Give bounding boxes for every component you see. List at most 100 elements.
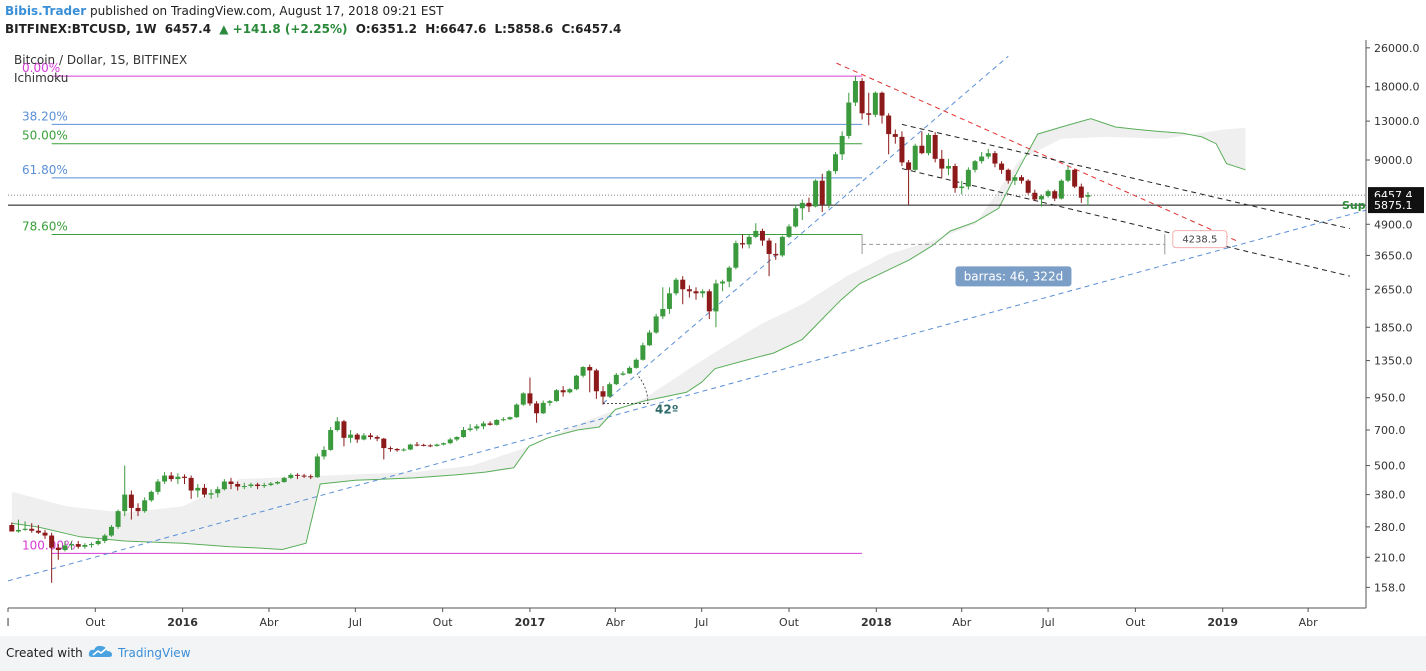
candle	[600, 386, 606, 405]
candle	[135, 503, 141, 517]
candle	[613, 373, 619, 386]
author-link[interactable]: Bibis.Trader	[5, 4, 87, 18]
time-tick-label: Abr	[952, 616, 972, 629]
candle	[394, 448, 400, 452]
time-tick-label: Out	[779, 616, 800, 629]
candle	[294, 473, 300, 480]
candle	[740, 234, 746, 249]
price-tick-label: 4900.0	[1374, 218, 1413, 231]
candle-body	[208, 493, 214, 495]
trendline-red[interactable]	[836, 62, 1237, 242]
trendline-blue[interactable]	[7, 209, 1367, 582]
candle	[108, 525, 114, 537]
candle-body	[833, 154, 839, 172]
candle-body	[108, 526, 114, 536]
price-chart[interactable]: 0.00% 38.20% 50.00% 61.80% 78.60% 100.00% 42º…	[0, 40, 1426, 636]
candle	[387, 446, 393, 452]
candle-body	[281, 477, 287, 483]
candle	[1019, 175, 1025, 184]
candle-body	[540, 402, 546, 414]
candle	[647, 330, 653, 346]
candle-body	[826, 171, 832, 205]
candle-body	[607, 384, 613, 397]
candle	[879, 91, 885, 124]
ichimoku-lead-line	[11, 118, 1246, 551]
candle	[892, 129, 898, 144]
candle-body	[42, 532, 48, 536]
candle	[779, 235, 785, 257]
low-value: L:5858.6	[494, 22, 554, 36]
price-label: 6457.4	[164, 22, 212, 36]
price-axis[interactable]: 158.0 210.0 280.0 380.0 500.0 700.0 950.0 1350.…	[1342, 40, 1426, 636]
candle-body	[115, 511, 121, 527]
fibonacci-retracement[interactable]: 0.00% 38.20% 50.00% 61.80% 78.60% 100.00%	[8, 61, 1366, 554]
candle	[35, 525, 41, 534]
fib-label: 38.20%	[22, 109, 68, 123]
price-tick-label: 26000.0	[1374, 42, 1420, 55]
indicator-label[interactable]: Ichimoku	[14, 71, 68, 85]
candle	[1005, 168, 1011, 184]
candle-body	[69, 544, 75, 546]
candle	[255, 482, 261, 490]
trendline-black[interactable]	[901, 168, 1350, 277]
candle-body	[328, 430, 334, 450]
candle-body	[374, 437, 380, 439]
candle	[573, 374, 579, 391]
candle	[666, 287, 672, 314]
candle-body	[22, 528, 28, 530]
candle	[95, 538, 101, 546]
tradingview-link[interactable]: TradingView	[118, 646, 191, 660]
candle	[965, 167, 971, 190]
candle-body	[35, 530, 41, 533]
time-axis[interactable]: l Out 2016 Abr Jul Out 2017 Abr Jul Out 2018 Abr Jul…	[6, 607, 1366, 629]
candle	[720, 279, 726, 292]
candle-body	[487, 423, 493, 425]
time-tick-label: Jul	[1040, 616, 1054, 629]
trendline-black[interactable]	[901, 123, 1350, 230]
candle	[321, 446, 327, 460]
candle-body	[899, 136, 905, 163]
candle	[49, 532, 55, 583]
candle-body	[1045, 191, 1051, 197]
candle-body	[673, 279, 679, 294]
candle	[640, 342, 646, 361]
candle-body	[407, 444, 413, 450]
candle	[633, 358, 639, 369]
candle-body	[972, 161, 978, 170]
candle-body	[620, 373, 626, 375]
measure-box	[955, 266, 1072, 287]
candle	[959, 180, 965, 195]
trendlines[interactable]	[7, 55, 1367, 582]
candle-body	[142, 500, 148, 512]
candle	[627, 366, 633, 374]
candle	[341, 419, 347, 447]
candle	[1032, 189, 1038, 202]
candle	[872, 91, 878, 118]
candle-body	[653, 316, 659, 333]
candle	[680, 276, 686, 305]
candle	[514, 403, 520, 418]
candle	[102, 533, 108, 544]
candle-body	[175, 476, 181, 480]
candle	[766, 238, 772, 277]
candle-body	[29, 528, 35, 531]
support-price-tag	[1368, 197, 1424, 214]
candle	[288, 473, 294, 480]
candle	[567, 388, 573, 394]
time-tick-label: Jul	[694, 616, 708, 629]
symbol-label[interactable]: BITFINEX:BTCUSD, 1W	[5, 22, 157, 36]
candle-body	[965, 169, 971, 187]
candle	[1052, 189, 1058, 202]
support-label: Sup	[1342, 199, 1366, 212]
price-tick-label: 280.0	[1374, 521, 1406, 534]
candle-body	[992, 153, 998, 164]
candle	[421, 443, 427, 447]
candle	[441, 442, 447, 446]
publish-info: Bibis.Trader published on TradingView.co…	[5, 4, 443, 18]
candle-body	[700, 291, 706, 294]
candle-body	[221, 481, 227, 490]
angle-label: 42º	[655, 402, 679, 416]
trendline-blue[interactable]	[602, 55, 1009, 404]
tradingview-cloud-icon[interactable]	[88, 643, 114, 661]
candle	[799, 199, 805, 221]
